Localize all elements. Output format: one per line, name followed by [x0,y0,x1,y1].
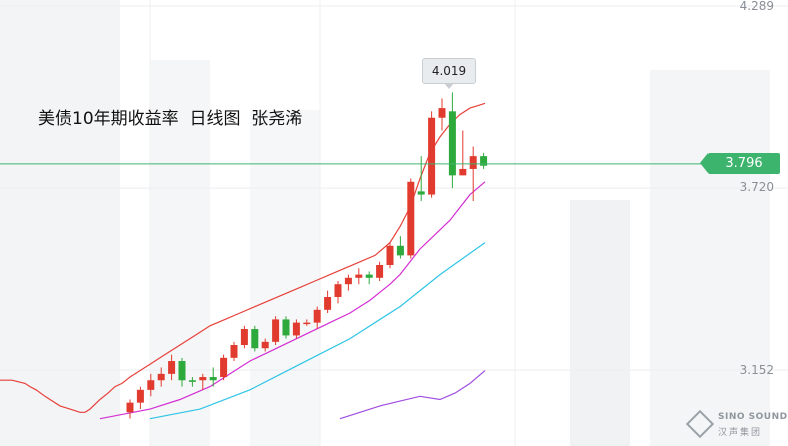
candle-body [292,322,300,336]
candle-body [209,377,217,381]
candle-body [417,191,425,195]
candle-body [438,108,446,118]
candle [188,377,196,387]
candle-body [448,111,456,176]
candle [344,274,352,291]
candle-body [230,345,238,358]
candle-body [459,168,467,176]
candle-body [386,245,394,265]
candle [438,98,446,131]
candle [334,281,342,304]
candle-body [344,277,352,285]
candle [428,111,436,198]
candle-body [136,389,144,403]
candle-body [240,329,248,346]
candle [220,354,228,381]
candle-body [324,297,332,310]
candle-body [220,357,228,378]
candle-body [251,329,259,349]
candle-body [168,361,176,374]
candle [313,306,321,330]
candle [199,373,207,390]
candle-body [261,341,269,349]
candle-body [303,322,311,325]
logo-diamond-icon [685,409,715,439]
current-price-tag: 3.796 [700,153,780,174]
candle [469,146,477,201]
candle [168,354,176,381]
candle [136,386,144,410]
candle-body [480,156,488,166]
candle-body [469,156,477,169]
candle-body [126,402,134,413]
candle-body [428,117,436,195]
candle [282,316,290,339]
logo-text-cn: 汉声集团 [718,428,763,438]
candle-body [199,377,207,381]
candlestick-series [126,92,488,419]
candle [292,319,300,339]
candle [126,399,134,419]
candle-body [334,284,342,298]
candle [230,341,238,362]
candle-body [272,319,280,342]
candle [303,319,311,326]
moving-average-line [99,181,486,420]
candle [365,271,373,285]
candle-body [282,319,290,336]
candle-body [407,181,415,256]
candle [417,156,425,201]
candle [178,357,186,387]
candle-body [365,274,373,278]
candle [251,325,259,352]
candle [396,236,404,259]
peak-price-label: 4.019 [422,58,476,89]
candle [324,290,332,314]
candle [386,242,394,269]
candle [157,367,165,387]
candle [376,261,384,282]
candle [448,92,456,189]
chart-title: 美债10年期收益率 日线图 张尧浠 [38,109,303,129]
candle-body [355,274,363,278]
logo-text-en: SINO SOUND [718,412,788,422]
candle-body [147,380,155,390]
candle-body [178,361,186,381]
candle-body [376,264,384,278]
y-tick-label: 4.289 [739,0,774,13]
candle-body [313,309,321,323]
candle [480,152,488,169]
candle [240,325,248,349]
candle [272,316,280,346]
candle [261,338,269,352]
candle [459,130,467,176]
candle [147,373,155,397]
candle-body [157,373,165,381]
candle [355,268,363,285]
candle [209,367,217,387]
candle [407,178,415,259]
candle-body [396,245,404,256]
background-watermark-buildings [0,0,770,446]
moving-average-line [149,242,486,420]
y-tick-label: 3.720 [739,180,774,194]
brand-logo: SINO SOUND 汉声集团 [685,409,788,440]
y-tick-label: 3.152 [739,363,774,377]
moving-average-line [339,370,486,420]
candle-body [188,380,196,382]
